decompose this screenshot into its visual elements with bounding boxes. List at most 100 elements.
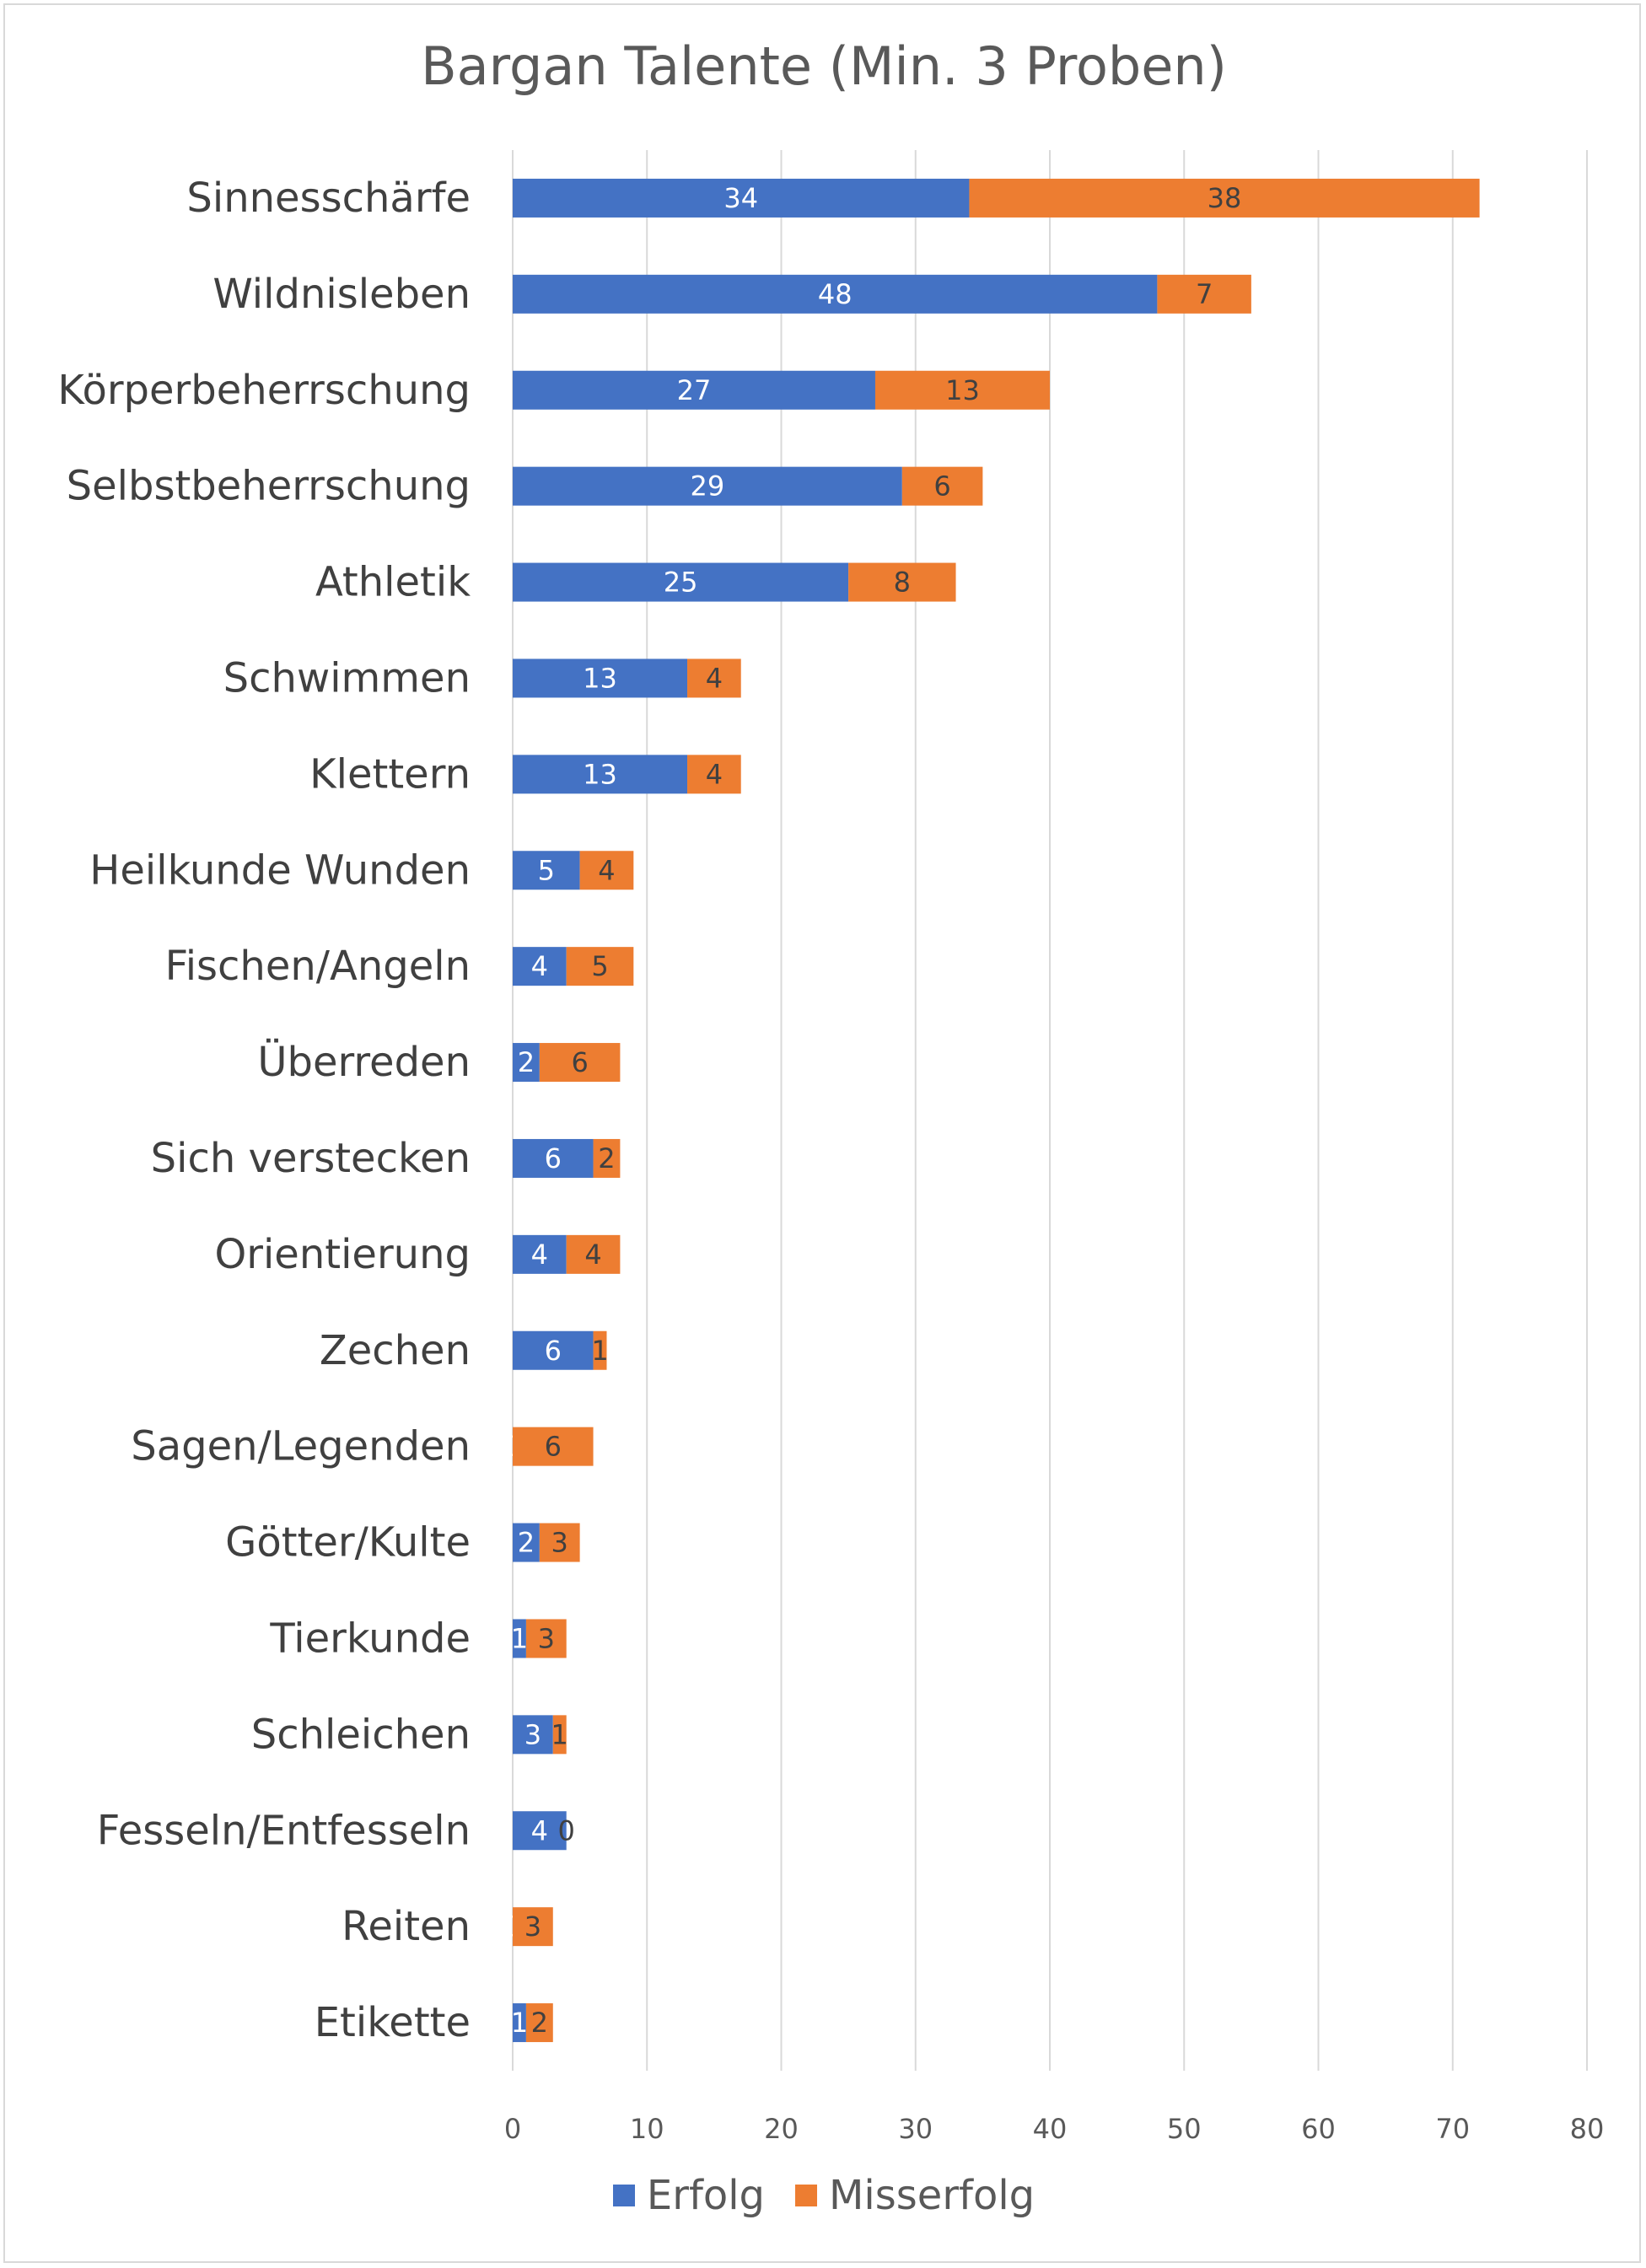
- data-label: 4: [584, 1239, 601, 1271]
- data-label: 25: [664, 567, 698, 599]
- category-label: Orientierung: [214, 1231, 471, 1278]
- x-tick-label: 20: [764, 2113, 799, 2145]
- category-label: Fesseln/Entfesseln: [97, 1807, 471, 1854]
- category-label: Sich verstecken: [151, 1135, 471, 1182]
- data-label: 6: [545, 1431, 562, 1463]
- data-label: 6: [933, 470, 950, 503]
- bars: 3438487271329625813413454452662446106231…: [504, 178, 1480, 2043]
- category-label: Wildnisleben: [212, 271, 471, 318]
- bar-chart: 3438487271329625813413454452662446106231…: [57, 150, 1605, 2145]
- bar-misserfolg: [552, 1715, 567, 1755]
- data-label: 8: [894, 567, 911, 599]
- bar-misserfolg: [525, 1619, 567, 1658]
- bar-erfolg: [513, 755, 688, 794]
- data-label: 5: [591, 950, 608, 982]
- category-label: Sagen/Legenden: [131, 1423, 471, 1470]
- x-tick-label: 10: [630, 2113, 664, 2145]
- x-tick-label: 40: [1033, 2113, 1068, 2145]
- legend-item-misserfolg: Misserfolg: [795, 2172, 1035, 2219]
- data-label: 1: [551, 1718, 568, 1750]
- bar-misserfolg: [566, 947, 634, 986]
- data-label: 4: [531, 1239, 548, 1271]
- data-label: 29: [691, 470, 725, 503]
- data-label: 13: [583, 662, 617, 694]
- data-label: 4: [598, 854, 615, 886]
- data-label: 0: [558, 1814, 575, 1846]
- data-label: 6: [545, 1142, 562, 1174]
- bar-erfolg: [513, 1523, 540, 1562]
- category-label: Heilkunde Wunden: [89, 846, 471, 894]
- category-labels: Sinnesschärfe Wildnisleben Körperbeherrsch…: [57, 175, 471, 2046]
- x-tick-label: 30: [898, 2113, 933, 2145]
- bar-misserfolg: [539, 1043, 621, 1083]
- bar-erfolg: [513, 1715, 553, 1755]
- data-label: 1: [591, 1335, 608, 1367]
- category-label: Schleichen: [251, 1711, 471, 1758]
- bar-erfolg: [513, 562, 849, 602]
- bar-erfolg: [513, 947, 567, 986]
- gridlines: [512, 150, 1588, 2071]
- bar-misserfolg: [969, 178, 1480, 218]
- data-label: 7: [1196, 278, 1213, 310]
- bar-erfolg: [513, 1330, 594, 1370]
- legend-item-erfolg: Erfolg: [612, 2172, 765, 2219]
- x-tick-label: 0: [504, 2113, 521, 2145]
- category-label: Athletik: [315, 559, 471, 606]
- data-label: 4: [706, 758, 723, 790]
- data-label: 13: [583, 758, 617, 790]
- x-tick-label: 50: [1167, 2113, 1202, 2145]
- x-tick-label: 60: [1301, 2113, 1336, 2145]
- x-tick-label: 70: [1435, 2113, 1470, 2145]
- data-label: 48: [818, 278, 853, 310]
- bar-erfolg: [513, 1138, 594, 1178]
- data-label: 27: [677, 374, 712, 406]
- data-label: 2: [531, 2007, 548, 2039]
- bar-misserfolg: [579, 851, 634, 890]
- bar-misserfolg: [593, 1138, 621, 1178]
- chart-frame: Bargan Talente (Min. 3 Proben) 34 38 48 7 27…: [3, 3, 1641, 2263]
- bar-erfolg: [513, 274, 1158, 314]
- data-label: 4: [706, 662, 723, 694]
- bar-misserfolg: [539, 1523, 580, 1562]
- category-label: Körperbeherrschung: [57, 367, 471, 414]
- data-label: 6: [571, 1046, 588, 1078]
- bar-misserfolg: [593, 1330, 607, 1370]
- category-label: Tierkunde: [269, 1615, 471, 1662]
- bar-misserfolg: [848, 562, 956, 602]
- category-label: Fischen/Angeln: [165, 943, 471, 990]
- bar-misserfolg: [687, 755, 741, 794]
- data-label: 1: [511, 1622, 528, 1654]
- data-label: 4: [531, 1814, 548, 1846]
- bar-misserfolg: [687, 658, 741, 698]
- chart-title: Bargan Talente (Min. 3 Proben): [421, 35, 1227, 97]
- category-label: Klettern: [309, 750, 471, 798]
- bar-misserfolg: [513, 1427, 594, 1466]
- data-label: 2: [518, 1527, 535, 1559]
- data-label: 2: [598, 1142, 615, 1174]
- category-label: Selbstbeherrschung: [67, 463, 471, 510]
- data-label: 3: [538, 1622, 555, 1654]
- bar-erfolg: [513, 1811, 567, 1851]
- x-tick-label: 80: [1570, 2113, 1605, 2145]
- category-label: Zechen: [320, 1327, 471, 1374]
- category-label: Schwimmen: [223, 654, 471, 701]
- category-label: Überreden: [257, 1039, 471, 1086]
- data-label: 3: [524, 1911, 541, 1943]
- bar-erfolg: [513, 370, 875, 410]
- legend: Erfolg Misserfolg: [5, 2172, 1643, 2219]
- data-label: 5: [538, 854, 555, 886]
- legend-swatch-misserfolg: [795, 2185, 818, 2206]
- bar-erfolg: [513, 1043, 540, 1083]
- x-axis-ticks: 0 10 20 30 40 50 60 70 80: [504, 2113, 1605, 2145]
- bar-erfolg: [513, 658, 688, 698]
- data-label: 6: [545, 1335, 562, 1367]
- category-label: Etikette: [315, 1999, 471, 2046]
- bar-erfolg: [513, 178, 970, 218]
- bar-misserfolg: [525, 2003, 553, 2043]
- bar-misserfolg: [1157, 274, 1251, 314]
- data-label: 13: [945, 374, 980, 406]
- bar-erfolg: [513, 2003, 526, 2043]
- data-label: 34: [723, 182, 758, 214]
- category-label: Götter/Kulte: [225, 1519, 471, 1567]
- bar-erfolg: [513, 851, 580, 890]
